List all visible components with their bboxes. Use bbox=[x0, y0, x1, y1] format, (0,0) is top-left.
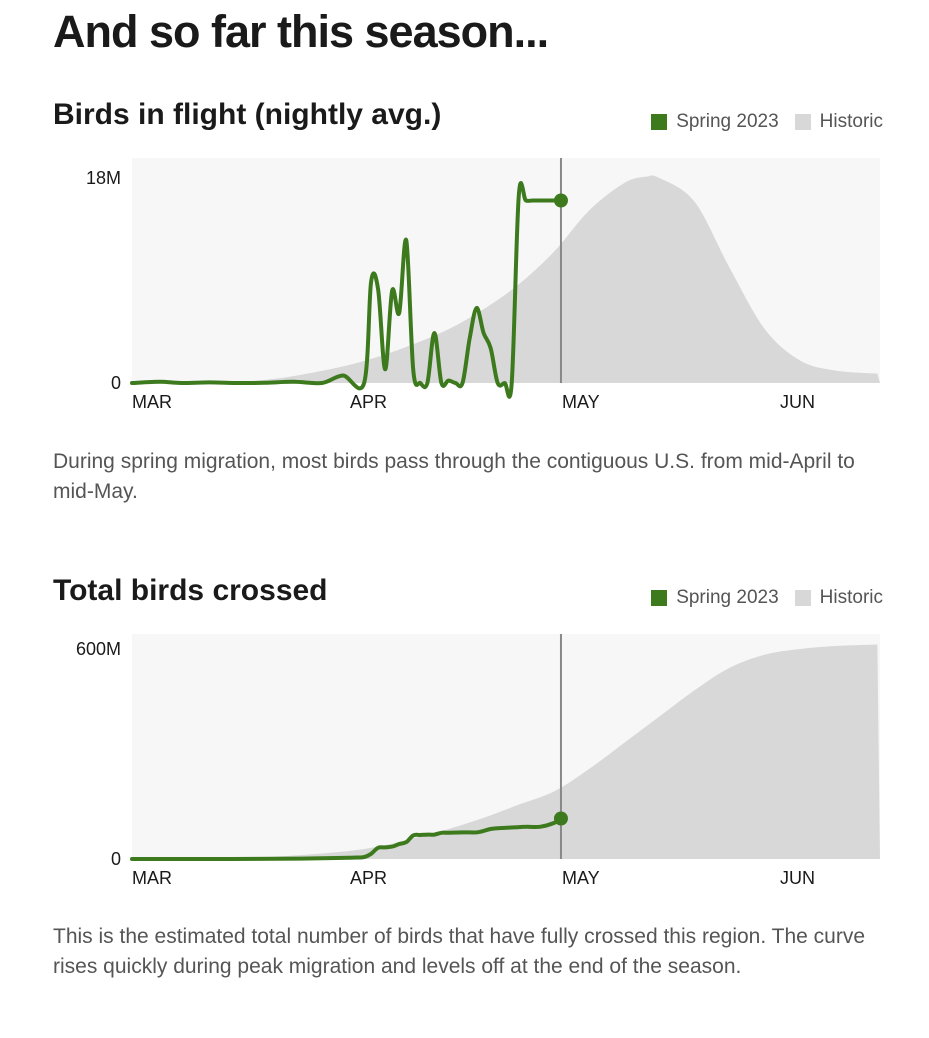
legend-swatch-historic bbox=[794, 590, 811, 606]
historic-area bbox=[132, 644, 880, 859]
current-value-dot bbox=[553, 811, 568, 826]
x-tick-jun: JUN bbox=[780, 392, 815, 412]
legend-swatch-spring bbox=[651, 114, 668, 130]
spring-2023-line bbox=[130, 181, 563, 399]
spring-2023-line bbox=[130, 816, 563, 862]
y-tick-zero: 0 bbox=[111, 373, 121, 393]
x-tick-mar: MAR bbox=[132, 392, 172, 412]
total-legend: Spring 2023 Historic bbox=[651, 587, 883, 609]
legend-item-spring: Spring 2023 bbox=[651, 587, 779, 609]
total-chart: 600M 0 MAR APR MAY JUN bbox=[76, 634, 880, 888]
y-tick-zero: 0 bbox=[111, 849, 121, 869]
x-tick-apr: APR bbox=[350, 868, 387, 888]
flight-chart-title: Birds in flight (nightly avg.) bbox=[53, 98, 442, 131]
legend-label-historic: Historic bbox=[819, 587, 883, 608]
flight-legend: Spring 2023 Historic bbox=[651, 111, 883, 133]
legend-item-historic: Historic bbox=[794, 587, 883, 609]
page-title: And so far this season... bbox=[53, 6, 549, 57]
legend-swatch-spring bbox=[651, 590, 668, 606]
x-tick-mar: MAR bbox=[132, 868, 172, 888]
y-tick-max: 600M bbox=[76, 639, 121, 659]
flight-chart: 18M 0 MAR APR MAY JUN bbox=[86, 158, 880, 412]
legend-item-historic: Historic bbox=[794, 111, 883, 133]
x-tick-may: MAY bbox=[562, 392, 600, 412]
total-chart-title: Total birds crossed bbox=[53, 574, 328, 607]
historic-area bbox=[132, 175, 880, 383]
x-tick-may: MAY bbox=[562, 868, 600, 888]
x-tick-apr: APR bbox=[350, 392, 387, 412]
legend-label-spring: Spring 2023 bbox=[676, 587, 779, 608]
flight-caption: During spring migration, most birds pass… bbox=[53, 450, 855, 503]
current-value-dot bbox=[553, 193, 568, 208]
legend-item-spring: Spring 2023 bbox=[651, 111, 779, 133]
legend-label-spring: Spring 2023 bbox=[676, 111, 779, 132]
x-tick-jun: JUN bbox=[780, 868, 815, 888]
legend-label-historic: Historic bbox=[819, 111, 883, 132]
y-tick-max: 18M bbox=[86, 168, 121, 188]
total-caption: This is the estimated total number of bi… bbox=[53, 925, 866, 978]
legend-swatch-historic bbox=[794, 114, 811, 130]
